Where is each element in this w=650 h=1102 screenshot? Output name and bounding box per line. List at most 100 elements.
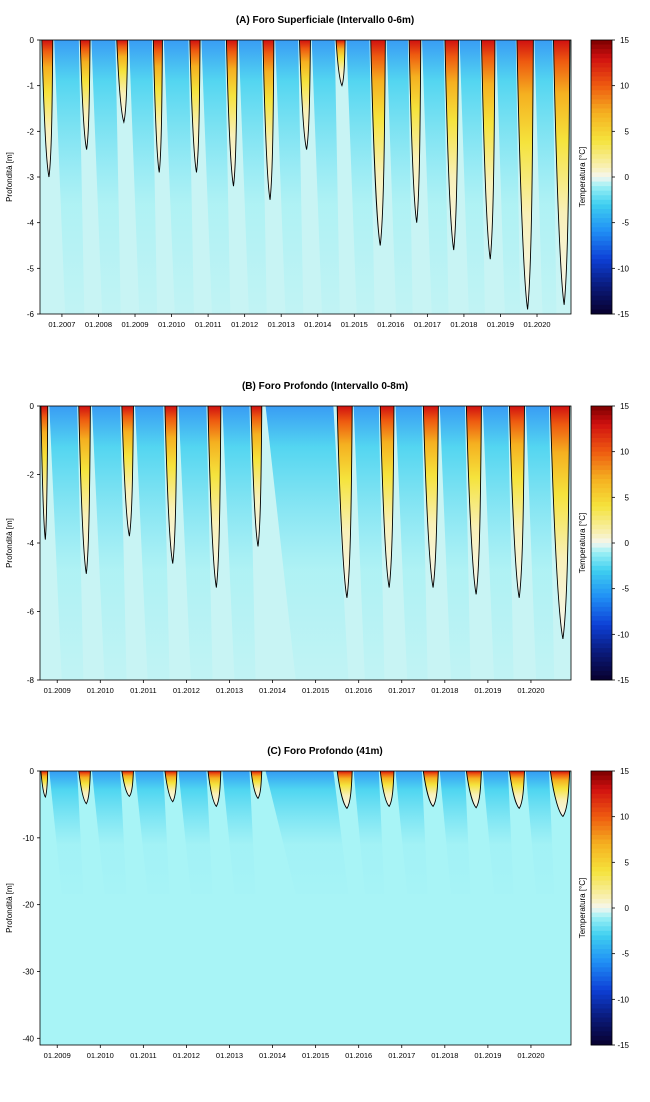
summer-plume-c-1: [78, 771, 91, 804]
heatmap-b-svg: (B) Foro Profondo (Intervallo 0-8m) 0 -2 -…: [5, 381, 630, 695]
isotherm-line-c-7: [379, 770, 395, 808]
heatmap-a-svg: (A) Foro Superficiale (Intervallo 0-6m) …: [5, 15, 630, 329]
colorbar-tick-label-c-4: -5: [622, 950, 630, 959]
winter-band-c-7: [353, 771, 385, 895]
x-tick-label-b-7: 01.2016: [345, 686, 372, 695]
winter-band-b-5: [222, 406, 256, 680]
colorbar-segment-a-44: [591, 240, 612, 246]
y-tick-label-a-3: -3: [27, 173, 35, 182]
colorbar-segment-b-55: [591, 657, 612, 663]
colorbar-segment-b-27: [591, 529, 612, 535]
winter-band-c-4: [178, 771, 213, 895]
colorbar-tick-label-b-1: 10: [620, 448, 629, 457]
colorbar-tick-label-a-6: -15: [617, 310, 629, 319]
colorbar-segment-a-40: [591, 222, 612, 228]
winter-band-a-7: [275, 40, 304, 314]
x-axis-a: 01.2007 01.2008 01.2009 01.2010 01.2011 01.20…: [48, 314, 551, 329]
y-tick-label-c-0: 0: [30, 767, 35, 776]
winter-band-a-11: [422, 40, 449, 314]
summer-plume-b-7: [380, 406, 394, 588]
winter-band-a-9: [346, 40, 375, 314]
isotherm-line-b-2: [121, 405, 134, 537]
colorbar-tick-label-a-3: 0: [625, 173, 630, 182]
colorbar-segment-a-9: [591, 81, 612, 87]
isotherm-line-a-1: [79, 39, 91, 150]
colorbar-tick-label-b-4: -5: [622, 585, 630, 594]
colorbar-segment-a-5: [591, 62, 612, 68]
winter-band-c-11: [525, 771, 555, 895]
winter-band-a-4: [163, 40, 194, 314]
summer-plume-a-4: [189, 40, 201, 173]
colorbar-segment-c-35: [591, 930, 612, 936]
colorbar-segment-b-8: [591, 442, 612, 448]
colorbar-tick-label-b-0: 15: [620, 402, 629, 411]
isotherm-line-a-3: [152, 39, 163, 173]
colorbar-segment-c-15: [591, 839, 612, 845]
colorbar-segment-c-9: [591, 812, 612, 818]
summer-plume-b-10: [509, 406, 525, 598]
summer-plume-c-6: [337, 771, 353, 809]
x-tick-label-a-4: 01.2011: [195, 320, 222, 329]
colorbar-segment-a-16: [591, 113, 612, 119]
colorbar-segment-b-22: [591, 506, 612, 512]
isotherm-line-a-7: [299, 39, 311, 150]
colorbar-segment-c-10: [591, 816, 612, 822]
summer-plume-c-0: [40, 771, 48, 798]
winter-band-a-5: [201, 40, 231, 314]
isotherm-line-b-3: [164, 405, 178, 564]
x-tick-label-b-9: 01.2018: [431, 686, 458, 695]
winter-band-b-3: [135, 406, 170, 680]
isotherm-line-b-4: [207, 405, 222, 588]
colorbar-segment-a-48: [591, 259, 612, 265]
isotherm-line-a-2: [116, 39, 129, 124]
colorbar-segment-b-42: [591, 597, 612, 603]
colorbar-segment-b-58: [591, 670, 612, 676]
isotherm-line-c-2: [121, 770, 134, 798]
colorbar-segment-a-34: [591, 195, 612, 201]
colorbar-segment-c-55: [591, 1022, 612, 1028]
colorbar-segment-b-32: [591, 552, 612, 558]
colorbar-segment-a-19: [591, 126, 612, 132]
winter-band-c-6: [265, 771, 349, 895]
summer-plume-b-11: [550, 406, 570, 639]
colorbar-label-b: Temperatura [°C]: [578, 513, 587, 574]
x-tick-label-a-13: 01.2020: [523, 320, 550, 329]
x-tick-label-a-6: 01.2013: [268, 320, 295, 329]
colorbar-segment-c-34: [591, 926, 612, 932]
colorbar-segment-b-51: [591, 638, 612, 644]
summer-plume-a-0: [41, 40, 53, 177]
colorbar-segment-c-47: [591, 985, 612, 991]
colorbar-segment-b-30: [591, 543, 612, 548]
x-tick-label-c-9: 01.2018: [431, 1051, 458, 1060]
x-tick-label-a-9: 01.2016: [377, 320, 404, 329]
isotherm-line-c-11: [549, 770, 571, 818]
panel-c: (C) Foro Profondo (41m) 0 -10 -20 -30 -40 01…: [0, 731, 650, 1097]
x-tick-label-b-5: 01.2014: [259, 686, 286, 695]
colorbar-segment-a-26: [591, 158, 612, 164]
colorbar-segment-b-49: [591, 629, 612, 635]
summer-plumes-c: [40, 771, 570, 817]
colorbar-segment-c-36: [591, 935, 612, 941]
colorbar-segment-b-29: [591, 538, 612, 544]
colorbar-segment-b-1: [591, 410, 612, 416]
isotherm-line-a-10: [408, 39, 422, 223]
x-tick-label-a-10: 01.2017: [414, 320, 441, 329]
colorbar-segment-c-1: [591, 775, 612, 781]
colorbar-segment-c-52: [591, 1008, 612, 1014]
x-tick-label-a-12: 01.2019: [487, 320, 514, 329]
colorbar-segment-a-18: [591, 122, 612, 128]
colorbar-segment-b-52: [591, 643, 612, 649]
summer-plumes-b: [40, 406, 570, 639]
colorbar-segment-c-3: [591, 784, 612, 790]
colorbar-segment-b-24: [591, 515, 612, 521]
x-tick-label-c-8: 01.2017: [388, 1051, 415, 1060]
colorbar-segment-a-3: [591, 53, 612, 59]
colorbar-segment-b-15: [591, 474, 612, 480]
colorbar-segment-c-32: [591, 917, 612, 923]
summer-plume-c-7: [380, 771, 394, 807]
colorbar-segment-c-45: [591, 976, 612, 982]
colorbar-segment-a-10: [591, 85, 612, 91]
isotherm-line-c-10: [508, 770, 525, 810]
colorbar-segment-a-14: [591, 103, 612, 109]
y-tick-label-a-1: -1: [27, 82, 35, 91]
